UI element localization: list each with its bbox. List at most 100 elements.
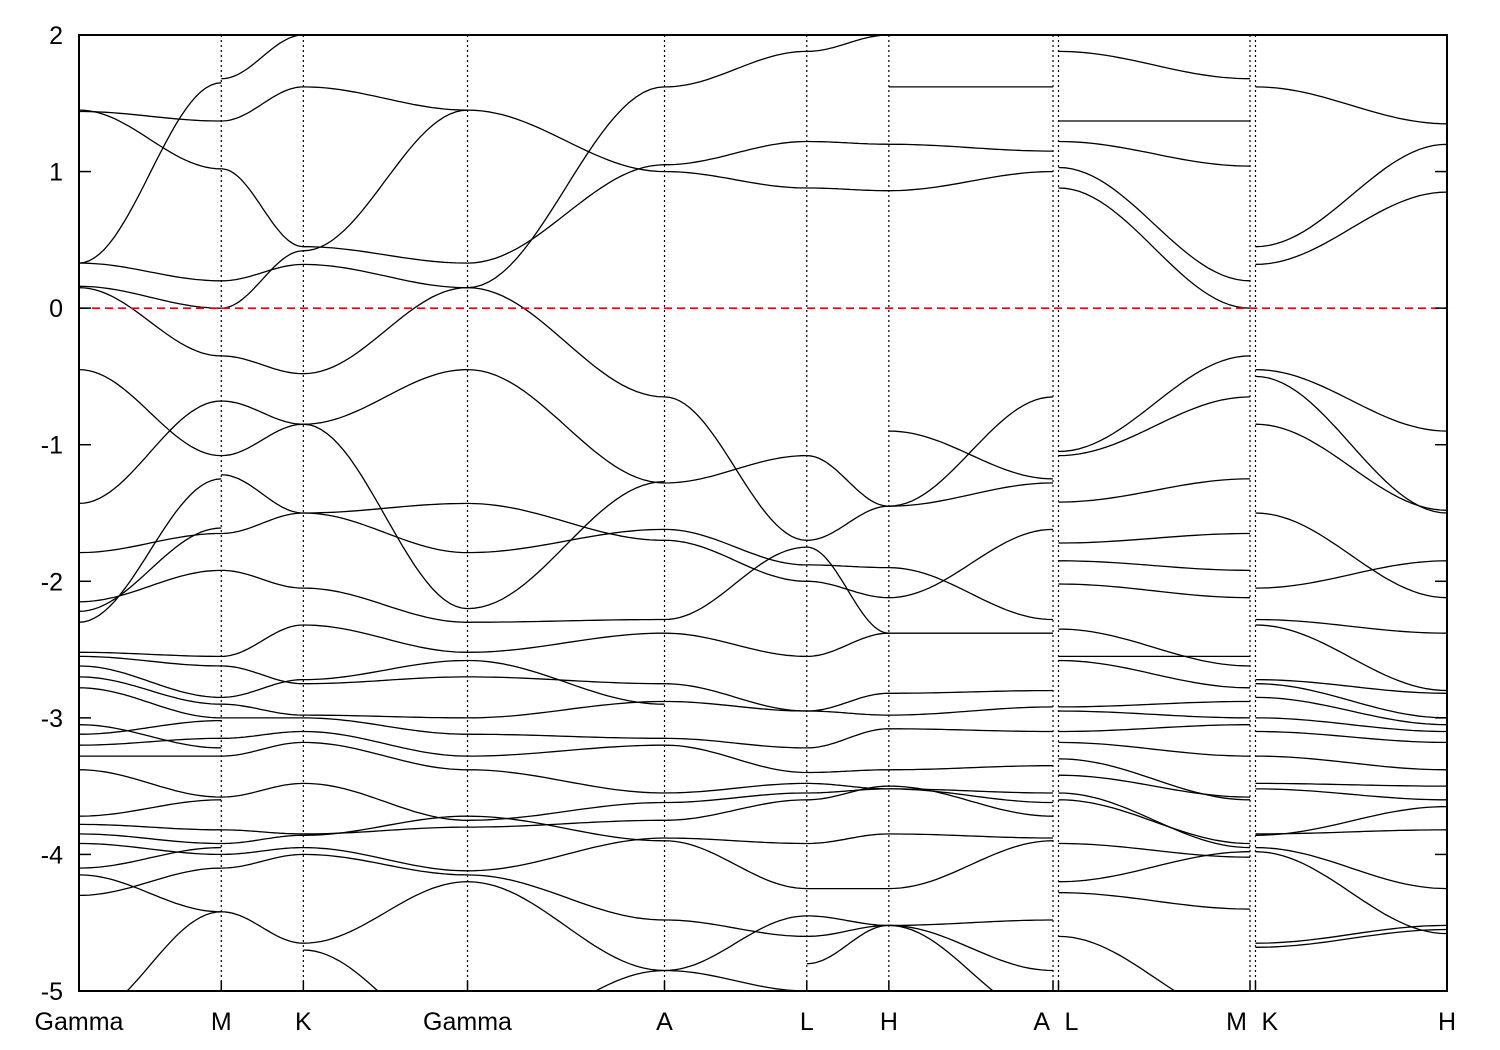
- band-line-l-m-4: [1058, 166, 1251, 282]
- band-line-k-h-20: [1255, 846, 1447, 890]
- band-line-l-m-14: [1058, 700, 1250, 708]
- x-tick-label-m: M: [1226, 1008, 1247, 1036]
- x-tick-label-h: H: [1438, 1008, 1456, 1036]
- band-line-k-h-6: [1255, 512, 1447, 599]
- band-line-a-l-11: [664, 737, 807, 749]
- band-line-k-h-12: [1255, 696, 1447, 726]
- band-line-m-k-21: [221, 846, 304, 856]
- band-line-k-h-17: [1255, 788, 1447, 801]
- band-line-gamma-m-25: [79, 842, 222, 856]
- band-line-m-k-6: [221, 400, 304, 425]
- band-line-m-k-1: [221, 86, 304, 122]
- band-line-k-h-3: [1255, 368, 1447, 432]
- band-line-l-h-18: [806, 924, 889, 938]
- band-line-k-h-0: [1255, 86, 1447, 125]
- band-line-h-a-14: [888, 788, 1053, 794]
- band-line-k-gamma-15: [303, 730, 468, 757]
- band-line-a-l-10: [664, 700, 807, 712]
- band-line-k-gamma-20: [303, 846, 468, 872]
- band-line-gamma-m-1: [79, 110, 222, 122]
- band-line-l-h-16: [806, 833, 889, 845]
- band-line-a-l-1: [664, 140, 807, 166]
- band-line-gamma-a-9: [467, 632, 665, 653]
- band-line-gamma-a-11: [467, 676, 665, 685]
- band-line-m-k-18: [221, 782, 304, 798]
- band-line-m-k-11: [221, 624, 304, 658]
- plot-frame: [78, 34, 1448, 992]
- band-line-gamma-m-3: [79, 82, 222, 264]
- band-line-k-gamma-23: [303, 949, 379, 991]
- band-line-l-m-5: [1058, 355, 1251, 453]
- band-line-l-m-25: [1058, 935, 1177, 991]
- band-line-l-m-19: [1058, 774, 1251, 798]
- band-line-k-h-4: [1255, 375, 1447, 514]
- band-line-a-l-20: [664, 969, 807, 991]
- band-line-gamma-m-28: [79, 867, 222, 897]
- band-line-k-gamma-14: [303, 717, 468, 735]
- band-line-h-a-3: [888, 396, 1054, 507]
- band-line-a-l-5: [664, 528, 807, 566]
- y-tick-label: -2: [41, 568, 63, 596]
- band-line-a-l-2: [664, 170, 807, 189]
- band-line-k-gamma-1: [303, 246, 468, 264]
- band-line-a-l-16: [664, 837, 807, 845]
- band-line-l-m-11: [1058, 628, 1251, 667]
- band-line-gamma-a-3: [467, 86, 665, 289]
- band-line-m-k-20: [221, 834, 304, 845]
- band-line-m-k-8: [221, 474, 304, 514]
- y-tick-label: -4: [41, 841, 63, 869]
- band-line-a-l-7: [664, 546, 807, 621]
- x-tick-label-a: A: [1033, 1008, 1050, 1036]
- x-tick-label-l: L: [800, 1008, 814, 1036]
- band-line-a-l-12: [664, 744, 807, 774]
- band-line-k-gamma-7: [303, 502, 468, 514]
- band-line-gamma-a-12: [467, 700, 665, 719]
- band-line-m-k-3: [221, 263, 304, 282]
- band-line-gamma-m-17: [79, 724, 222, 749]
- band-line-k-h-2: [1255, 191, 1447, 266]
- band-line-gamma-m-27: [79, 874, 222, 913]
- y-tick-label: 2: [49, 22, 63, 50]
- band-line-k-h-11: [1255, 683, 1447, 719]
- band-lines: [79, 35, 1447, 991]
- band-line-m-k-13: [221, 678, 304, 699]
- band-line-l-m-18: [1058, 758, 1251, 801]
- band-line-k-h-23: [1255, 928, 1447, 948]
- x-tick-label-l: L: [1064, 1008, 1078, 1036]
- band-line-m-k-7: [221, 423, 304, 457]
- band-line-k-gamma-18: [303, 826, 468, 835]
- band-line-gamma-m-0: [79, 109, 222, 170]
- band-line-k-gamma-2: [303, 263, 468, 289]
- band-line-a-l-6: [664, 539, 807, 582]
- y-tick-label: 0: [49, 295, 63, 323]
- band-line-gamma-m-13: [79, 655, 222, 667]
- band-line-k-gamma-3: [303, 109, 468, 252]
- band-line-k-gamma-13: [303, 714, 468, 719]
- band-line-gamma-m-23: [79, 823, 222, 831]
- band-line-gamma-a-19: [467, 837, 665, 872]
- band-line-gamma-a-13: [467, 733, 665, 739]
- band-line-gamma-a-22: [594, 969, 665, 991]
- band-line-k-gamma-11: [303, 676, 468, 685]
- band-line-l-h-13: [806, 782, 889, 790]
- band-line-a-l-3: [664, 396, 807, 541]
- band-line-gamma-m-9: [79, 569, 222, 603]
- band-line-gamma-m-21: [79, 769, 222, 798]
- band-line-a-l-4: [664, 454, 807, 484]
- band-line-k-gamma-17: [303, 782, 468, 821]
- band-line-m-k-0: [221, 35, 304, 80]
- band-line-gamma-m-29: [126, 911, 222, 991]
- band-line-a-l-19: [664, 915, 807, 972]
- band-line-k-h-14: [1255, 730, 1447, 744]
- band-line-k-h-13: [1255, 717, 1447, 733]
- band-line-h-a-7: [888, 528, 1054, 599]
- band-line-gamma-m-19: [79, 737, 222, 746]
- band-line-gamma-m-10: [79, 527, 222, 612]
- band-line-h-a-9: [888, 689, 1054, 694]
- band-line-gamma-a-14: [467, 744, 665, 757]
- band-line-gamma-m-8: [79, 532, 222, 554]
- band-line-gamma-a-7: [467, 480, 665, 610]
- band-line-m-k-19: [221, 829, 304, 835]
- band-line-gamma-m-7: [79, 400, 222, 505]
